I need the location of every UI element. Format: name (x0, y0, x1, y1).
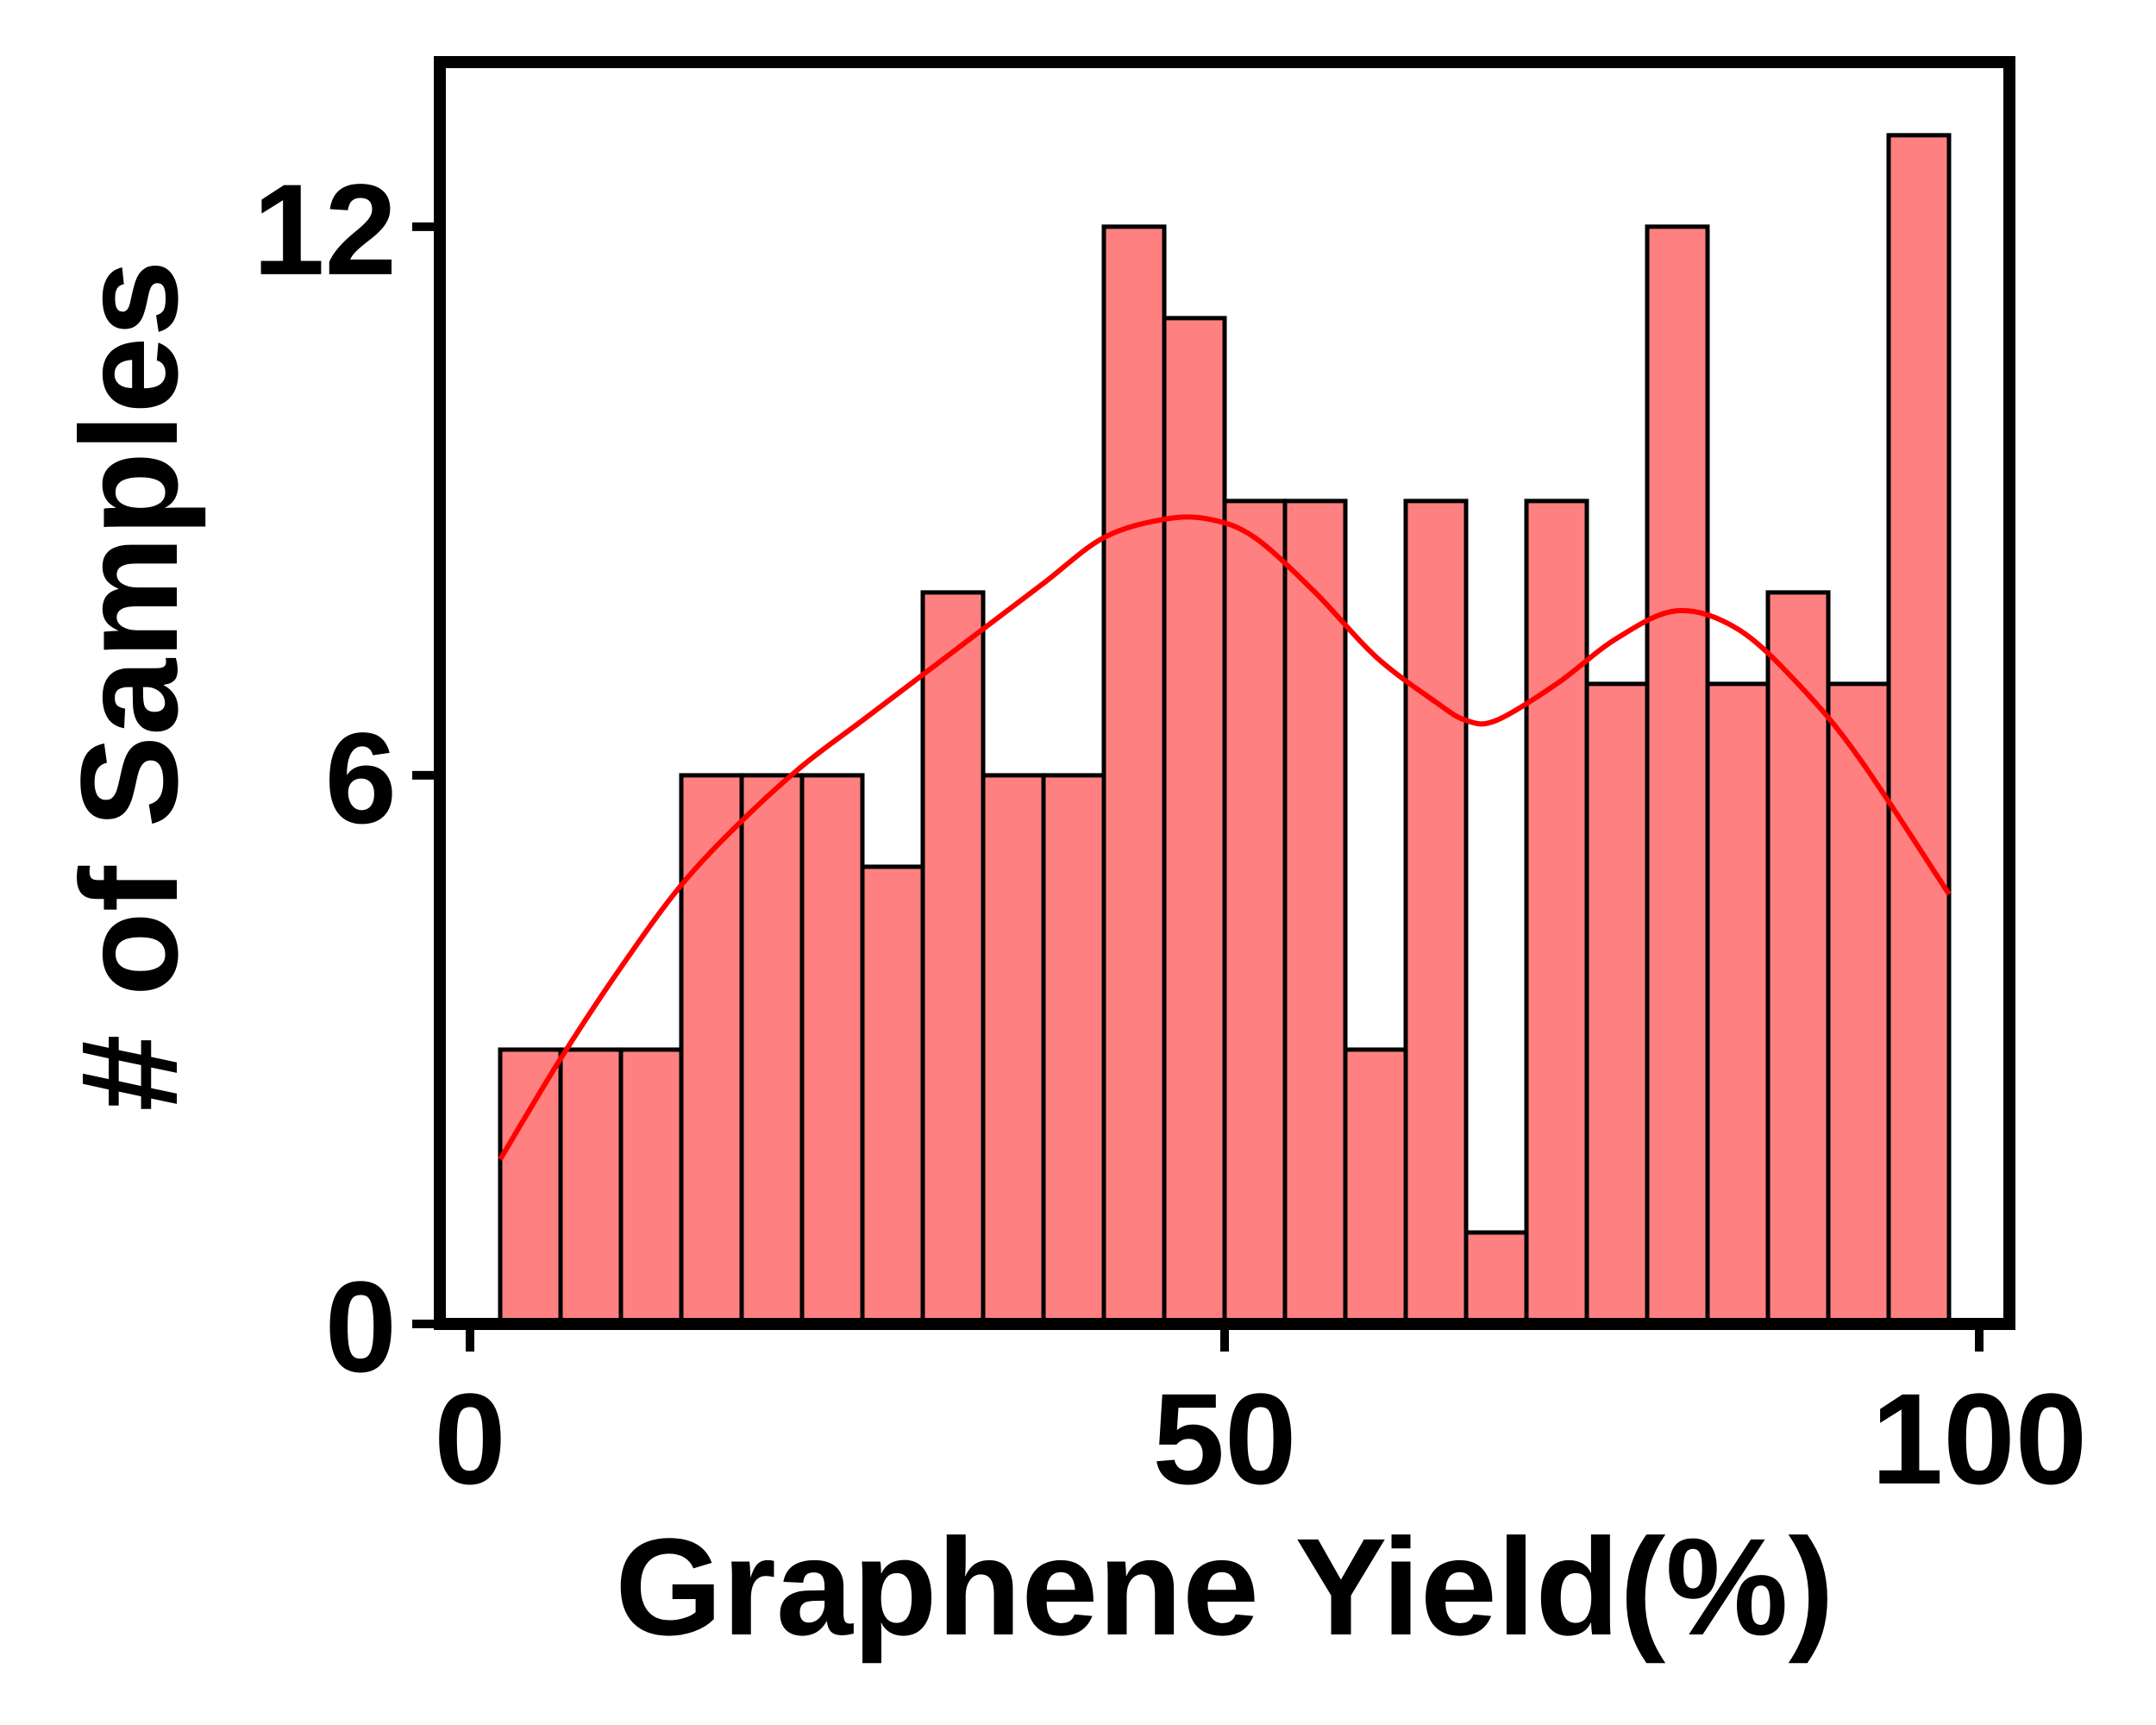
histogram-bar (1403, 499, 1469, 1327)
histogram-bar (1282, 499, 1348, 1327)
histogram-bar (1826, 681, 1891, 1327)
histogram-bar (739, 773, 805, 1327)
histogram-bar (618, 1047, 684, 1327)
histogram-bar (981, 773, 1046, 1327)
histogram-bar (1041, 773, 1106, 1327)
histogram-bar (1705, 681, 1771, 1327)
y-tick-label: 0 (325, 1254, 397, 1399)
histogram-bar (498, 1047, 563, 1327)
kde-curve (498, 514, 1952, 1161)
histogram-bar (1765, 590, 1831, 1327)
x-tick-label: 100 (1871, 1366, 2087, 1511)
histogram-bar (920, 590, 986, 1327)
histogram-bar (1524, 499, 1589, 1327)
histogram-bar (558, 1047, 624, 1327)
histogram-bar (1584, 681, 1650, 1327)
histogram-bar (1101, 224, 1167, 1327)
x-tick-label: 0 (434, 1366, 505, 1511)
histogram-bar (1343, 1047, 1408, 1327)
histogram-bars (498, 133, 1952, 1327)
histogram-bar (1162, 316, 1227, 1327)
histogram-bar (1645, 224, 1710, 1327)
histogram-bar (1886, 133, 1952, 1327)
histogram-bar (799, 773, 865, 1327)
x-axis-ticks: 0 50 100 (434, 1324, 2087, 1511)
y-axis-ticks: 0 6 12 (253, 157, 440, 1399)
y-tick-label: 6 (325, 706, 397, 850)
histogram-bar (679, 773, 744, 1327)
y-tick-label: 12 (253, 157, 397, 302)
x-axis-label: Graphene Yield(%) (615, 1509, 1834, 1664)
y-axis-label: # of Samples (52, 260, 206, 1111)
histogram-bar (1463, 1230, 1529, 1327)
x-tick-label: 50 (1153, 1366, 1297, 1511)
histogram-bar (860, 864, 925, 1327)
histogram-bar (1222, 499, 1288, 1327)
